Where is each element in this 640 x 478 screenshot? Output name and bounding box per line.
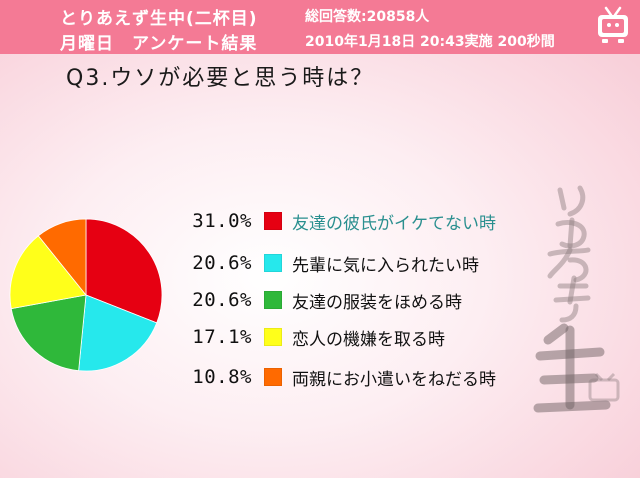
legend-percent: 17.1% bbox=[192, 326, 252, 348]
watermark-logo bbox=[533, 185, 620, 413]
legend-row: 10.8% 両親にお小遣いをねだる時 bbox=[170, 362, 496, 392]
header-total-responses: 総回答数:20858人 bbox=[305, 9, 430, 25]
header-title-line2: 月曜日 アンケート結果 bbox=[60, 34, 258, 54]
legend-row: 17.1% 恋人の機嫌を取る時 bbox=[170, 322, 445, 352]
legend-row: 20.6% 先輩に気に入られたい時 bbox=[170, 248, 479, 278]
pie-slice bbox=[78, 294, 158, 372]
legend-row: 20.6% 友達の服装をほめる時 bbox=[170, 285, 462, 315]
legend-label: 友達の服装をほめる時 bbox=[292, 292, 462, 313]
header-bar: とりあえず生中(二杯目) 月曜日 アンケート結果 総回答数:20858人 201… bbox=[0, 0, 640, 54]
legend-percent: 20.6% bbox=[192, 252, 252, 274]
legend-percent: 20.6% bbox=[192, 289, 252, 311]
pie-slice bbox=[37, 218, 87, 297]
legend-swatch bbox=[264, 368, 282, 386]
question-title: Q3.ウソが必要と思う時は？ bbox=[66, 66, 375, 91]
legend-swatch bbox=[264, 291, 282, 309]
pie-slice bbox=[9, 235, 87, 310]
legend-swatch bbox=[264, 328, 282, 346]
header-survey-datetime: 2010年1月18日 20:43実施 200秒間 bbox=[305, 34, 555, 50]
pie-slice bbox=[10, 294, 87, 372]
legend-percent: 10.8% bbox=[192, 366, 252, 388]
tv-logo-icon bbox=[598, 6, 628, 43]
header-title-line1: とりあえず生中(二杯目) bbox=[60, 9, 258, 29]
legend-swatch bbox=[264, 254, 282, 272]
legend-label: 友達の彼氏がイケてない時 bbox=[292, 213, 496, 234]
legend-row: 31.0% 友達の彼氏がイケてない時 bbox=[170, 206, 496, 236]
legend-label: 先輩に気に入られたい時 bbox=[292, 255, 479, 276]
legend-percent: 31.0% bbox=[192, 210, 252, 232]
legend-swatch bbox=[264, 212, 282, 230]
pie-slice bbox=[85, 218, 163, 324]
legend-label: 両親にお小遣いをねだる時 bbox=[292, 369, 496, 390]
legend-label: 恋人の機嫌を取る時 bbox=[292, 329, 445, 350]
